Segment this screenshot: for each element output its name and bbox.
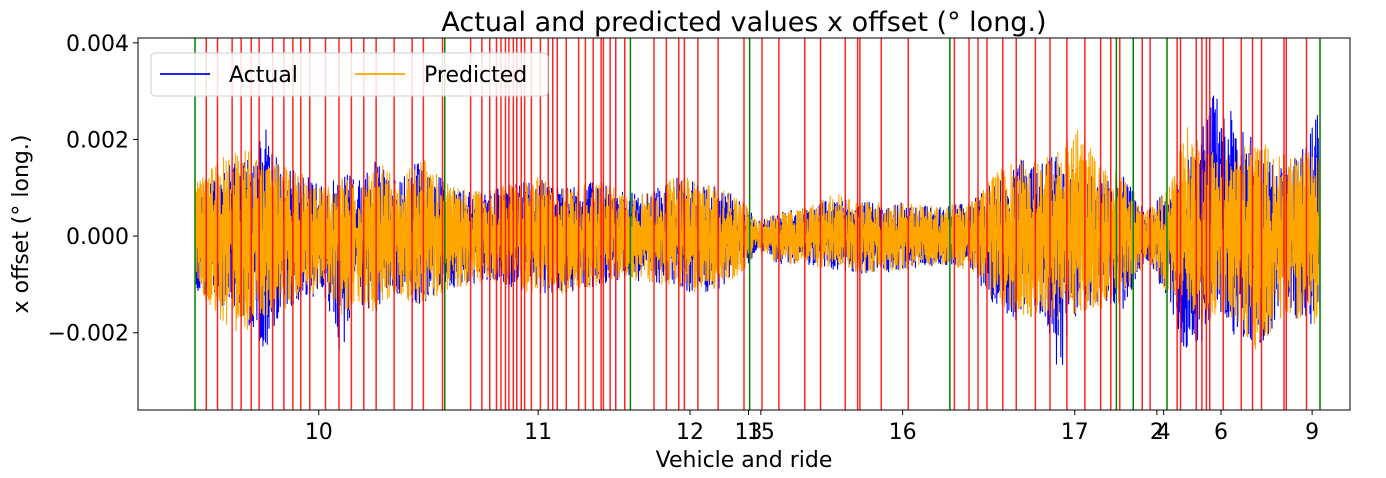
y-axis-label: x offset (° long.) — [9, 135, 34, 314]
x-tick-label-0: 10 — [305, 420, 333, 445]
x-tick-label-1: 11 — [524, 420, 552, 445]
x-tick-label-9: 6 — [1214, 420, 1228, 445]
x-tick-label-10: 9 — [1305, 420, 1319, 445]
x-tick-label-4: 15 — [747, 420, 775, 445]
legend: Actual Predicted — [151, 53, 548, 96]
y-tick-label-3: 0.004 — [66, 32, 129, 57]
legend-label-actual: Actual — [229, 63, 298, 88]
x-tick-label-5: 16 — [889, 420, 917, 445]
x-axis-label: Vehicle and ride — [656, 448, 833, 473]
x-tick-label-6: 17 — [1061, 420, 1089, 445]
legend-label-predicted: Predicted — [424, 63, 527, 88]
y-tick-label-1: 0.000 — [66, 225, 129, 250]
x-tick-label-2: 12 — [676, 420, 704, 445]
y-tick-label-0: −0.002 — [48, 322, 129, 347]
x-tick-label-8: 4 — [1157, 420, 1171, 445]
chart-title: Actual and predicted values x offset (° … — [441, 7, 1046, 38]
y-tick-label-2: 0.002 — [66, 128, 129, 153]
